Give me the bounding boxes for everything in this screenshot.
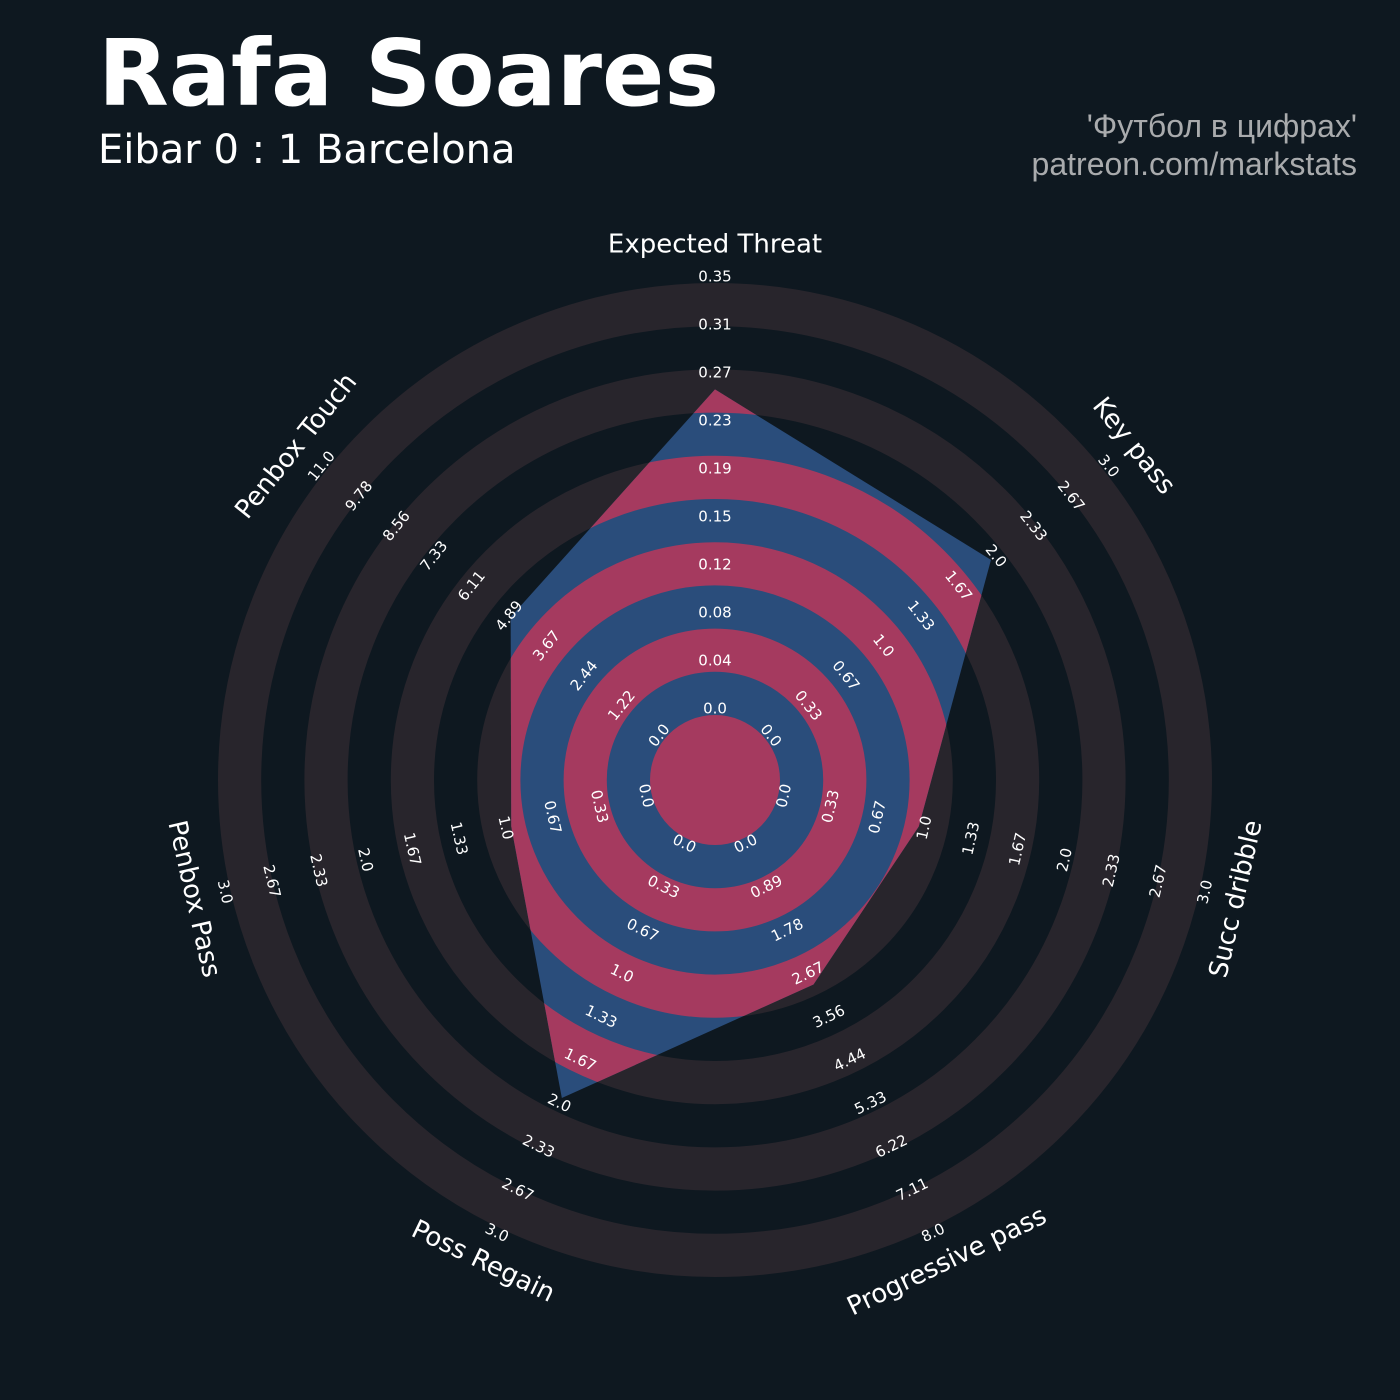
tick-label: 3.0 (1193, 878, 1216, 905)
credit: patreon.com/markstats (1032, 146, 1357, 182)
tick-label: 0.15 (698, 508, 731, 526)
tick-label: 0.04 (698, 652, 731, 670)
tick-label: 0.27 (698, 364, 731, 382)
ring (563, 628, 867, 932)
chart-title: Rafa Soares (98, 20, 719, 127)
ring (510, 389, 991, 1099)
highlight-rings (510, 389, 991, 1099)
tick-label: 0.0 (772, 782, 795, 809)
tick-label: 1.0 (494, 814, 517, 841)
credit: 'Футбол в цифрах' (1087, 108, 1357, 144)
tick-label: 2.0 (1053, 846, 1076, 873)
tick-label: 0.23 (698, 412, 731, 430)
axis-label: Expected Threat (608, 230, 822, 260)
tick-label: 0.35 (698, 268, 731, 286)
tick-label: 0.0 (635, 782, 658, 809)
chart-subtitle: Eibar 0 : 1 Barcelona (98, 127, 516, 173)
ring (510, 542, 953, 1018)
tick-label: 0.31 (698, 315, 731, 333)
tick-label: 2.0 (354, 846, 377, 873)
tick-label: 0.12 (698, 556, 731, 574)
tick-label: 0.08 (698, 603, 731, 621)
tick-label: 0.19 (698, 459, 731, 477)
tick-label: 3.0 (214, 878, 237, 905)
ring (218, 283, 1212, 1277)
ring (650, 715, 780, 845)
tick-label: 1.0 (913, 814, 936, 841)
tick-label: 0.0 (703, 700, 727, 718)
